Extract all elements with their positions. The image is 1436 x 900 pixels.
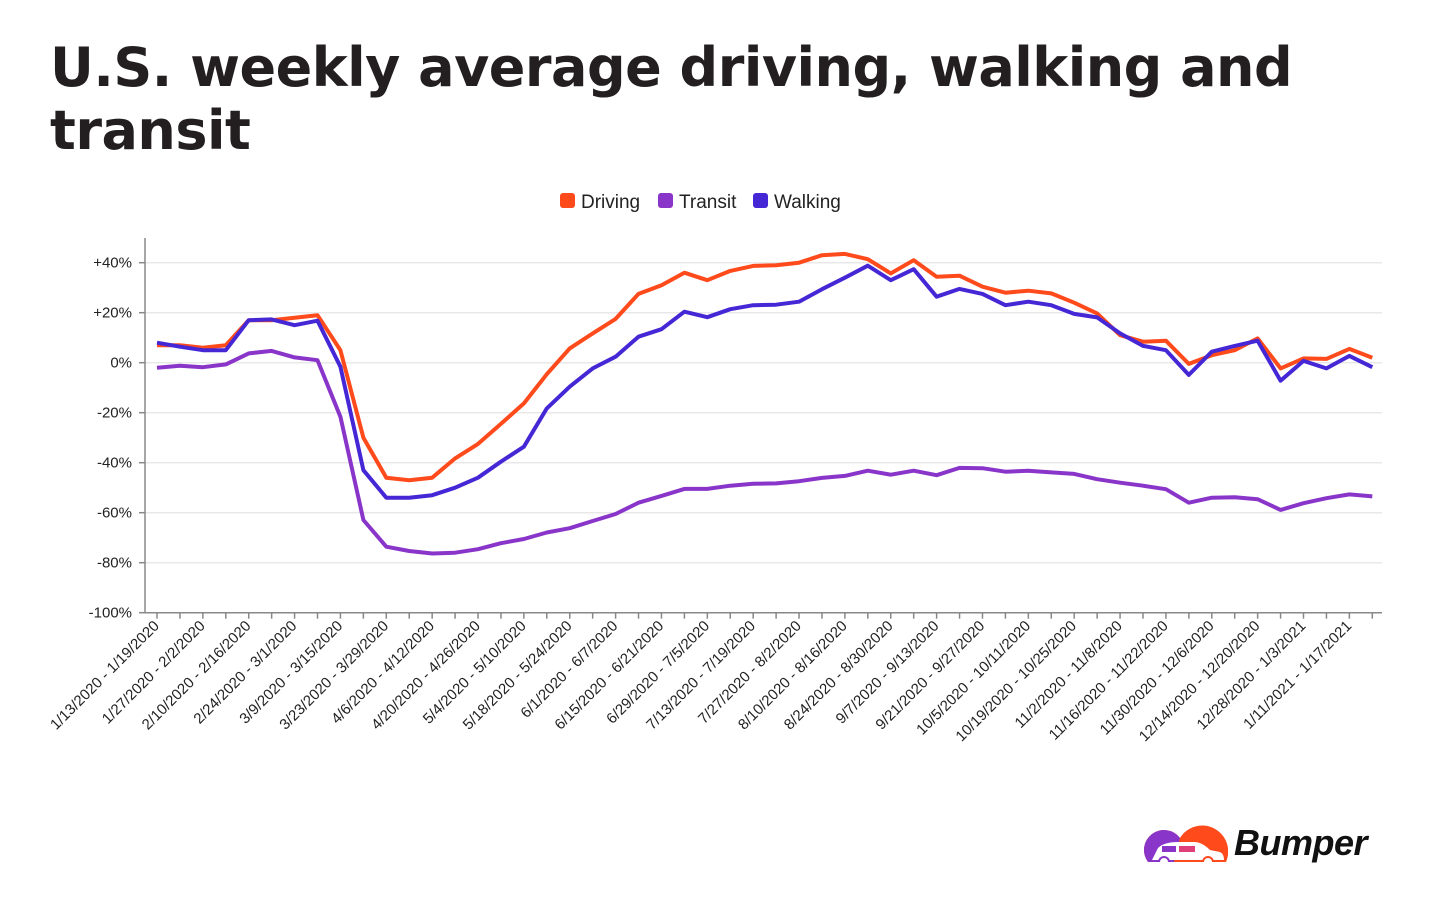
chart-title: U.S. weekly average driving, walking and…: [50, 36, 1293, 162]
legend-swatch-transit: [658, 193, 673, 208]
legend-label-transit: Transit: [679, 192, 737, 213]
legend-label-driving: Driving: [581, 192, 640, 213]
legend-swatch-driving: [560, 193, 575, 208]
gridlines: [145, 261, 1382, 564]
series-lines: [156, 251, 1374, 556]
y-axis-ticks: +40% +20% 0% -20% -40% -60% -80% -100%: [89, 255, 145, 622]
series-line-driving: [157, 251, 1374, 483]
y-tick-label: -20%: [97, 405, 132, 422]
legend-swatch-walking: [753, 193, 768, 208]
y-tick-label: 0%: [110, 355, 132, 372]
y-tick-label: +40%: [93, 255, 132, 272]
legend: Driving Transit Walking: [560, 192, 841, 213]
axes: [144, 238, 1382, 614]
y-tick-label: -40%: [97, 455, 132, 472]
y-tick-label: -100%: [89, 605, 132, 622]
y-tick-label: +20%: [93, 305, 132, 322]
bumper-logo: Bumper: [1144, 822, 1368, 864]
logo-text: Bumper: [1234, 822, 1368, 863]
series-line-transit: [156, 348, 1373, 556]
car-cloud-icon: [1144, 825, 1228, 862]
y-tick-label: -80%: [97, 555, 132, 572]
series-line-walking: [156, 263, 1374, 500]
legend-label-walking: Walking: [774, 192, 841, 213]
y-tick-label: -60%: [97, 505, 132, 522]
